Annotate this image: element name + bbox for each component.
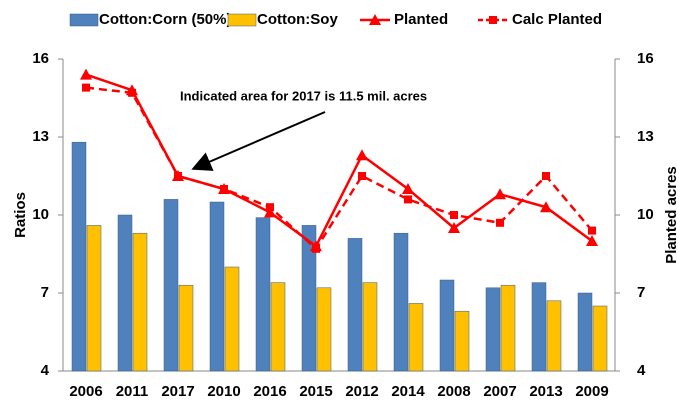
bar	[301, 225, 317, 372]
bar	[71, 141, 87, 372]
bar	[500, 284, 516, 372]
line-marker	[220, 185, 228, 193]
line-marker	[540, 201, 552, 213]
bar	[347, 238, 363, 372]
line-marker	[494, 188, 506, 200]
bar	[86, 225, 102, 372]
y2-tick-label: 16	[637, 50, 654, 67]
line-marker	[266, 203, 274, 212]
y-axis-label: Ratios	[12, 192, 29, 238]
y2-tick-label: 13	[637, 128, 654, 145]
line-marker	[128, 88, 136, 97]
line-marker	[542, 172, 550, 180]
bar	[454, 310, 470, 372]
x-tick-label: 2009	[575, 383, 608, 400]
bar	[577, 292, 593, 372]
bar	[117, 214, 133, 372]
line-marker	[496, 218, 504, 227]
bar	[163, 199, 179, 372]
y-tick-label: 10	[32, 206, 49, 223]
line-marker	[174, 172, 182, 180]
x-tick-label: 2007	[483, 383, 516, 400]
legend-label: Cotton:Soy	[257, 11, 338, 28]
bar	[178, 284, 194, 372]
bar	[485, 287, 501, 372]
bar	[224, 266, 240, 372]
bar	[531, 282, 547, 372]
x-tick-label: 2016	[253, 383, 286, 400]
y2-tick-label: 7	[637, 284, 645, 301]
legend-swatch	[227, 13, 257, 27]
y-tick-label: 16	[32, 50, 49, 67]
line-marker	[588, 226, 596, 235]
legend-label: Calc Planted	[512, 11, 602, 28]
x-tick-label: 2012	[345, 383, 378, 400]
legend-marker	[489, 16, 497, 24]
line-marker	[402, 183, 414, 194]
legend-marker	[369, 14, 381, 25]
x-tick-label: 2013	[529, 383, 562, 400]
legend-label: Cotton:Corn (50%)	[99, 11, 231, 28]
line-marker	[358, 172, 366, 180]
line-marker	[586, 235, 598, 246]
legend-label: Planted	[394, 11, 448, 28]
x-tick-label: 2011	[116, 383, 149, 400]
annotation: Indicated area for 2017 is 11.5 mil. acr…	[180, 88, 427, 103]
bar	[209, 201, 225, 372]
x-tick-label: 2014	[391, 383, 425, 400]
x-tick-label: 2010	[207, 383, 240, 400]
x-tick-label: 2015	[299, 383, 332, 400]
bar	[592, 305, 608, 372]
bar	[132, 232, 148, 372]
line	[85, 86, 593, 251]
bar	[255, 217, 271, 372]
bar	[270, 282, 286, 372]
bar	[362, 282, 378, 372]
y2-tick-label: 10	[637, 206, 654, 223]
line-marker	[404, 195, 412, 204]
legend-swatch	[69, 13, 99, 27]
y2-tick-label: 4	[637, 362, 646, 379]
bar	[316, 287, 332, 372]
line-marker	[450, 211, 458, 219]
line-marker	[448, 222, 460, 233]
bar	[393, 232, 409, 372]
y-tick-label: 13	[32, 128, 49, 145]
line-marker	[80, 68, 92, 80]
x-tick-label: 2017	[161, 383, 194, 400]
line-marker	[264, 206, 276, 218]
annotation-arrow	[191, 111, 326, 171]
line	[85, 73, 593, 249]
line-marker	[356, 149, 368, 161]
y-tick-label: 4	[41, 362, 50, 379]
bar	[439, 279, 455, 372]
x-tick-label: 2006	[69, 383, 102, 400]
line-marker	[312, 244, 320, 253]
line-marker	[82, 83, 90, 92]
bar	[408, 303, 424, 372]
y-tick-label: 7	[41, 284, 49, 301]
bar	[546, 300, 562, 372]
y2-axis-label: Planted acres	[663, 166, 678, 264]
x-tick-label: 2008	[437, 383, 470, 400]
